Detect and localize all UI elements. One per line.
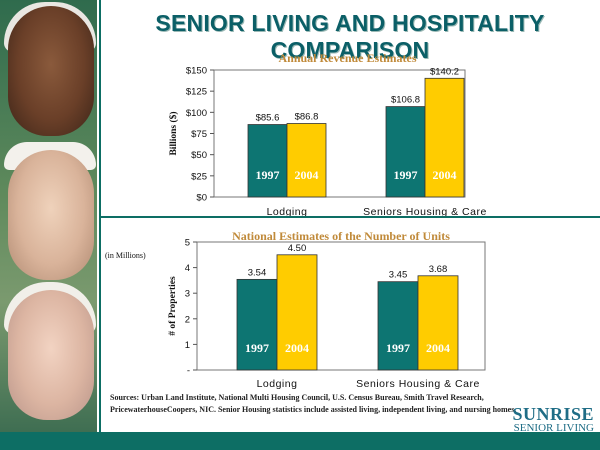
chart-0-ylabel: Billions ($): [168, 111, 179, 155]
chart-0-bar: [385, 106, 426, 198]
chart-1-note: (in Millions): [105, 251, 146, 260]
logo-name: SUNRISE: [512, 404, 594, 424]
chart-0-bar: [424, 77, 465, 198]
chart-0-series-label: 1997: [394, 168, 418, 182]
chart-divider: [100, 216, 600, 218]
chart-1-category-label: Seniors Housing & Care: [356, 378, 480, 390]
chart-0-ytick-label: $0: [196, 193, 207, 204]
photo-senior-man: [8, 150, 94, 280]
chart-0-ytick-label: $125: [186, 87, 207, 98]
photo-strip: [0, 0, 97, 432]
logo-subtitle: SENIOR LIVING: [513, 422, 594, 434]
chart-0-data-label: $106.8: [391, 95, 420, 106]
page-title: SENIOR LIVING AND HOSPITALITY COMPARISON: [155, 10, 545, 63]
bottom-bar: [0, 432, 600, 450]
chart-1-ytick-label: 4: [185, 263, 190, 274]
photo-senior-woman-2: [8, 290, 94, 420]
chart-1-ylabel: # of Properties: [168, 276, 178, 336]
chart-1-ytick-label: 5: [185, 238, 190, 249]
chart-0-series-label: 1997: [256, 168, 280, 182]
chart-1-ytick-label: 2: [185, 314, 190, 325]
chart-0-data-label: $85.6: [256, 113, 280, 124]
sources-note: Sources: Urban Land Institute, National …: [110, 393, 517, 414]
chart-1-bar: [377, 281, 419, 371]
chart-1-series-label: 2004: [426, 341, 450, 355]
chart-1-category-label: Lodging: [257, 378, 298, 390]
chart-1-bar: [417, 275, 459, 371]
chart-1-bar: [276, 254, 318, 371]
chart-1-series-label: 2004: [285, 341, 309, 355]
chart-0-bar: [247, 124, 288, 198]
chart-1-ytick-label: 3: [185, 289, 190, 300]
chart-0-ytick-label: $150: [186, 66, 207, 77]
chart-1-data-label: 3.45: [389, 270, 408, 281]
chart-1-ytick-label: -: [187, 366, 190, 377]
chart-0-category-label: Seniors Housing & Care: [363, 206, 487, 218]
chart-0-series-label: 2004: [433, 168, 457, 182]
chart-1-data-label: 3.54: [248, 267, 267, 278]
chart-0-category-label: Lodging: [267, 206, 308, 218]
sunrise-logo: SUNRISE SENIOR LIVING: [496, 404, 594, 434]
chart-0-title: Annual Revenue Estimates: [278, 51, 416, 65]
chart-1-data-label: 4.50: [288, 243, 307, 254]
chart-1-ytick-label: 1: [185, 340, 190, 351]
chart-0-ytick-label: $50: [191, 150, 207, 161]
chart-0-bar: [286, 123, 327, 198]
chart-1-title: National Estimates of the Number of Unit…: [232, 229, 450, 243]
chart-1-bar: [236, 278, 278, 371]
chart-1-series-label: 1997: [386, 341, 410, 355]
chart-1-series-label: 1997: [245, 341, 269, 355]
chart-0-data-label: $140.2: [430, 66, 459, 77]
photo-senior-woman-1: [8, 6, 94, 136]
chart-0-data-label: $86.8: [295, 112, 319, 123]
chart-0-series-label: 2004: [295, 168, 319, 182]
chart-1-data-label: 3.68: [429, 264, 448, 275]
chart-0-ytick-label: $75: [191, 129, 207, 140]
chart-0-ytick-label: $25: [191, 171, 207, 182]
chart-0-ytick-label: $100: [186, 108, 207, 119]
